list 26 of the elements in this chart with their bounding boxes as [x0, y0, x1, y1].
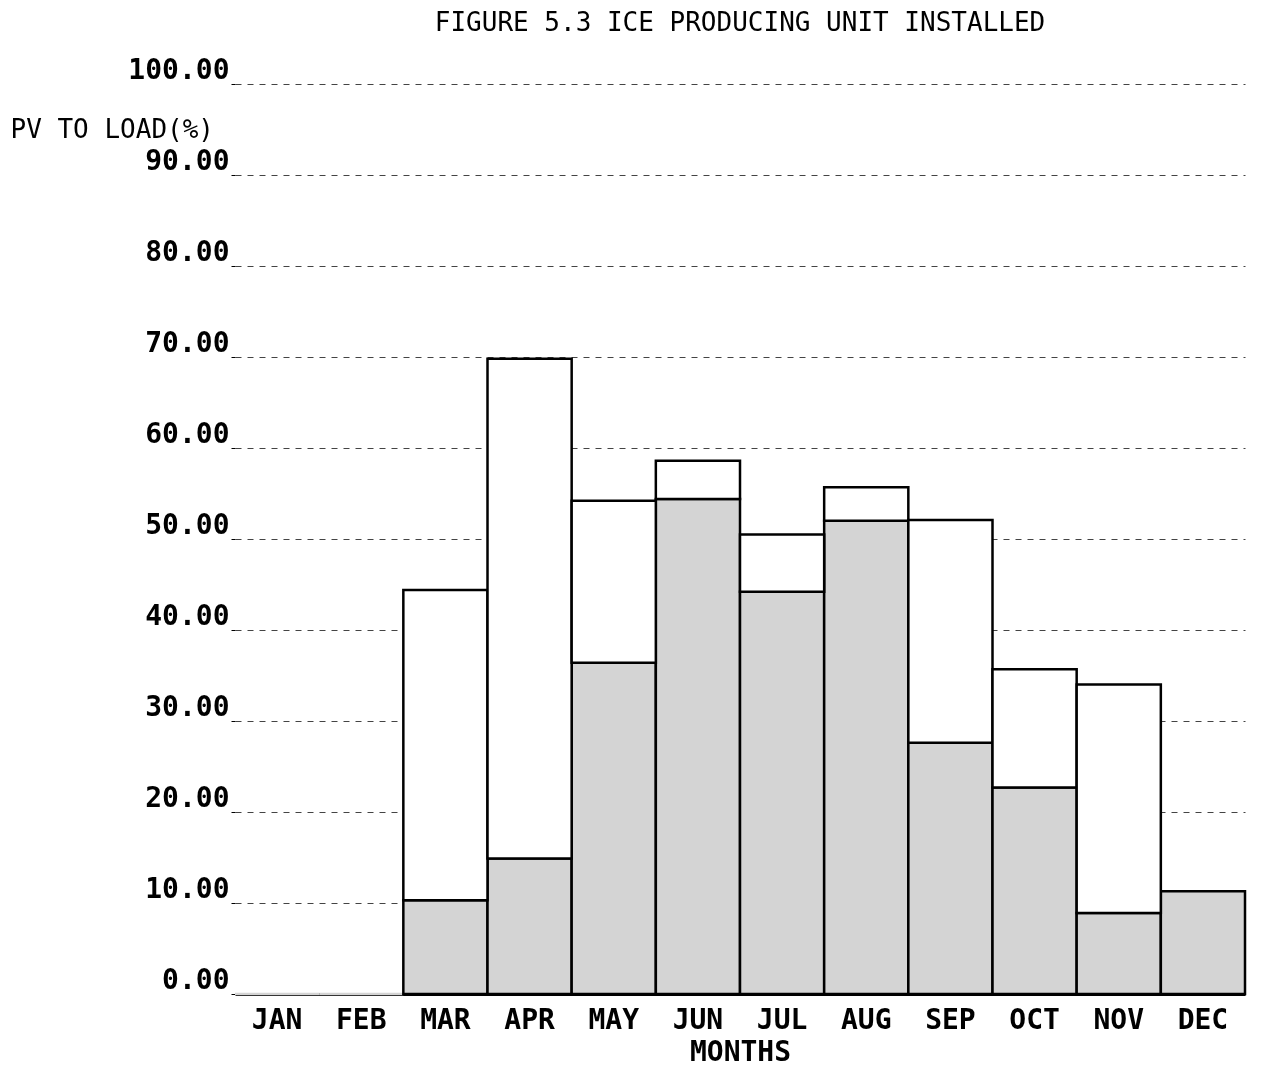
- x-tick-label: FEB: [335, 1002, 387, 1036]
- y-tick-label: 30.00: [145, 689, 230, 723]
- y-tick-label: 100.00: [128, 52, 230, 86]
- x-tick-label: JUN: [672, 1002, 724, 1036]
- x-axis-title: MONTHS: [689, 1034, 792, 1068]
- y-tick-label: 90.00: [145, 143, 230, 177]
- y-tick-label: 50.00: [145, 507, 230, 541]
- x-tick-label: MAY: [588, 1002, 640, 1036]
- x-tick-label: NOV: [1093, 1002, 1145, 1036]
- x-tick-label: MAR: [420, 1002, 471, 1036]
- y-tick-label: 80.00: [145, 234, 230, 268]
- y-tick-label: 20.00: [145, 780, 230, 814]
- y-tick-label: 70.00: [145, 325, 230, 359]
- x-tick-label: OCT: [1009, 1002, 1060, 1036]
- x-tick-label: JUL: [756, 1002, 808, 1036]
- x-tick-label: DEC: [1177, 1002, 1229, 1036]
- y-tick-label: 40.00: [145, 598, 230, 632]
- x-tick-label: SEP: [925, 1002, 976, 1036]
- y-tick-label: 10.00: [145, 871, 230, 905]
- y-tick-label: 60.00: [145, 416, 230, 450]
- y-axis-title: PV TO LOAD(%): [10, 113, 214, 144]
- y-tick-label: 0.00: [162, 962, 230, 996]
- x-tick-label: AUG: [840, 1002, 892, 1036]
- x-tick-label: APR: [504, 1002, 556, 1036]
- chart-title: FIGURE 5.3 ICE PRODUCING UNIT INSTALLED: [434, 7, 1046, 37]
- x-tick-label: JAN: [251, 1002, 303, 1036]
